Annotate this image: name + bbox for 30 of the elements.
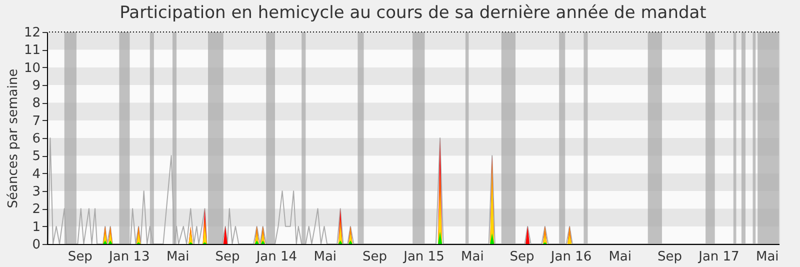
y-tick-label: 7 — [32, 114, 40, 129]
x-tick-label: Mai — [461, 250, 484, 264]
x-tick-label: Mai — [314, 250, 337, 264]
x-tick-label: Sep — [510, 250, 534, 264]
y-tick-label: 8 — [32, 96, 40, 112]
x-tick-label: Jan 14 — [255, 250, 298, 264]
y-tick-label: 12 — [24, 26, 40, 40]
x-tick-label: Jan 15 — [402, 250, 444, 264]
x-tick-label: Jan 17 — [698, 250, 740, 264]
y-tick-label: 0 — [32, 238, 40, 252]
x-tick-label: Sep — [215, 250, 240, 264]
x-tick-label: Mai — [608, 250, 632, 264]
x-tick-label: Sep — [68, 250, 92, 264]
y-tick-label: 6 — [32, 132, 40, 146]
y-tick-label: 2 — [32, 202, 40, 218]
x-tick-label: Mai — [756, 250, 779, 264]
y-tick-label: 3 — [32, 184, 40, 200]
x-tick-label: Sep — [362, 250, 388, 264]
x-tick-label: Jan 13 — [108, 250, 150, 264]
y-tick-label: 1 — [32, 220, 40, 235]
x-tick-label: Mai — [166, 250, 190, 264]
chart-title: Participation en hemicycle au cours de sa dernière année de mandat — [120, 3, 707, 23]
y-tick-label: 4 — [32, 166, 40, 182]
x-tick-label: Jan 16 — [550, 250, 592, 264]
y-tick-label: 11 — [24, 43, 40, 58]
y-axis-title: Séances par semaine — [6, 68, 21, 208]
y-tick-label: 5 — [32, 149, 40, 164]
y-tick-label: 9 — [32, 78, 40, 94]
y-tick-label: 10 — [24, 60, 40, 76]
x-tick-label: Sep — [657, 250, 682, 264]
